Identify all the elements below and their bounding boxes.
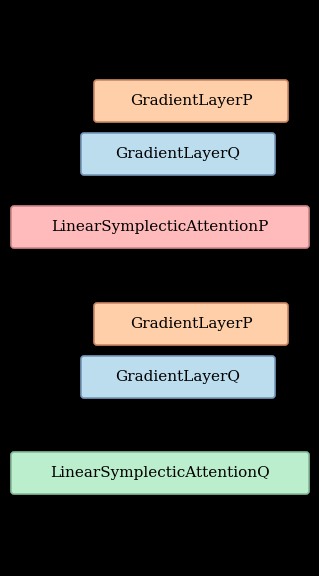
- Text: GradientLayerP: GradientLayerP: [130, 317, 252, 331]
- FancyBboxPatch shape: [11, 452, 309, 494]
- Text: LinearSymplecticAttentionP: LinearSymplecticAttentionP: [51, 220, 269, 234]
- FancyBboxPatch shape: [11, 206, 309, 248]
- FancyBboxPatch shape: [94, 303, 288, 345]
- Text: GradientLayerQ: GradientLayerQ: [115, 147, 241, 161]
- Text: LinearSymplecticAttentionQ: LinearSymplecticAttentionQ: [50, 466, 270, 480]
- FancyBboxPatch shape: [81, 356, 275, 398]
- FancyBboxPatch shape: [94, 80, 288, 122]
- Text: GradientLayerP: GradientLayerP: [130, 94, 252, 108]
- Text: GradientLayerQ: GradientLayerQ: [115, 370, 241, 384]
- FancyBboxPatch shape: [81, 133, 275, 175]
